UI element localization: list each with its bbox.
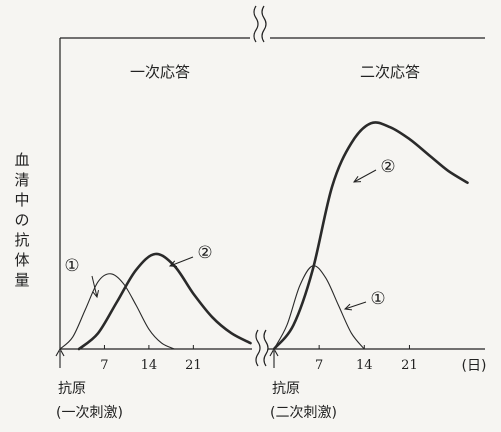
x-tick-label: 7 bbox=[100, 358, 108, 373]
y-axis-label-char: 体 bbox=[14, 251, 29, 269]
axis-break-mark-bottom-b bbox=[263, 329, 269, 367]
series-leader-arrowhead bbox=[352, 176, 362, 183]
y-axis-label-char: 清 bbox=[14, 171, 29, 189]
axis-break-mark-top-a bbox=[253, 5, 259, 43]
chart-frame bbox=[59, 5, 485, 367]
series-curve-primary-2 bbox=[77, 252, 252, 351]
series-leader-arrowhead bbox=[168, 260, 178, 268]
y-axis-label-char: 中 bbox=[14, 191, 29, 209]
y-axis-label-char: 量 bbox=[14, 271, 29, 289]
x-tick-labels: 7 14 21 7 14 21 bbox=[100, 345, 418, 373]
x-tick-label: 21 bbox=[401, 358, 418, 373]
stimulus-sub-primary: (一次刺激) bbox=[56, 404, 123, 421]
y-axis-label-char: 抗 bbox=[14, 231, 29, 249]
y-axis-label-char: の bbox=[14, 211, 29, 229]
x-tick-label: 14 bbox=[141, 358, 158, 373]
axis-break-mark-top-b bbox=[261, 5, 267, 43]
series-label: ① bbox=[370, 289, 385, 309]
series-leader-line bbox=[91, 275, 98, 298]
y-axis-label-char: 血 bbox=[14, 151, 29, 169]
series-callouts: ① ② ① ② bbox=[64, 157, 396, 311]
axis-break-mark-bottom-a bbox=[255, 329, 261, 367]
x-axis-unit: (日) bbox=[462, 358, 487, 374]
series-label: ② bbox=[380, 157, 395, 177]
series-leader-line bbox=[169, 256, 194, 267]
x-tick-label: 21 bbox=[185, 358, 202, 373]
x-tick-label: 14 bbox=[356, 358, 373, 373]
series-leader-arrowhead bbox=[92, 290, 99, 299]
series-leader-arrowhead bbox=[343, 303, 353, 311]
panel-title-primary: 一次応答 bbox=[130, 63, 190, 81]
panel-title-secondary: 二次応答 bbox=[360, 63, 420, 81]
response-curves bbox=[59, 121, 469, 351]
series-curve-primary-1 bbox=[59, 273, 175, 350]
series-leader-line bbox=[353, 169, 377, 183]
series-curve-secondary-2 bbox=[272, 121, 469, 351]
stimulus-label-primary: 抗原 bbox=[58, 381, 86, 397]
x-tick-label: 7 bbox=[315, 358, 323, 373]
stimulus-label-secondary: 抗原 bbox=[272, 381, 300, 397]
series-label: ② bbox=[197, 243, 212, 263]
series-label: ① bbox=[64, 256, 79, 276]
series-curve-secondary-1 bbox=[273, 265, 365, 350]
stimulus-sub-secondary: (二次刺激) bbox=[270, 404, 337, 421]
series-leader-line bbox=[344, 301, 367, 310]
